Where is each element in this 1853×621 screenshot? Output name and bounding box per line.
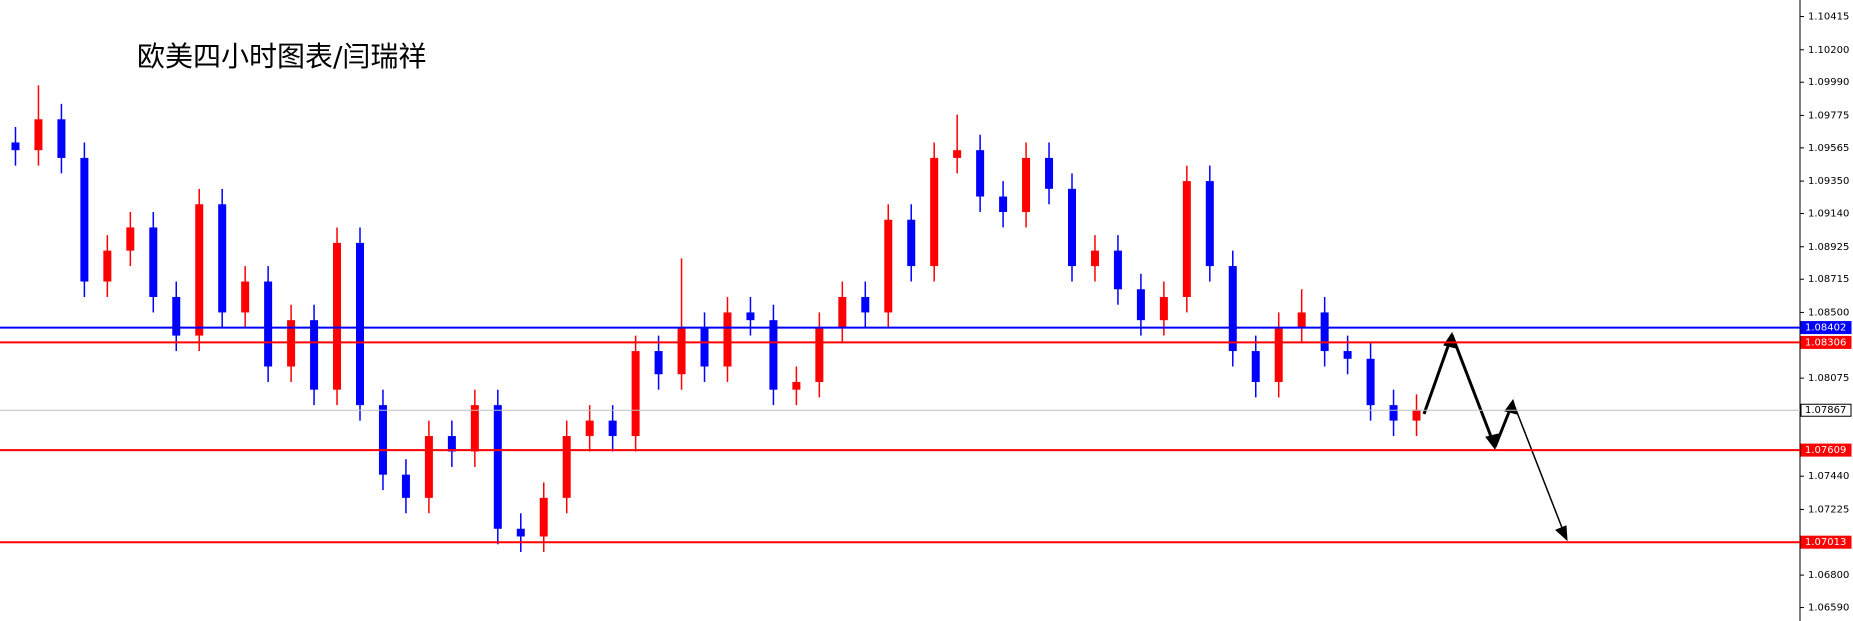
candle-body	[80, 157, 89, 282]
candle-body	[1159, 296, 1168, 321]
candle-body	[1068, 188, 1076, 267]
candle-body	[1182, 181, 1191, 297]
candle-body	[1389, 405, 1398, 421]
plot	[11, 85, 1421, 552]
candle-body	[1090, 250, 1099, 267]
candle-body	[195, 204, 204, 336]
y-tick-label: 1.07225	[1808, 504, 1849, 515]
candle-body	[838, 296, 847, 328]
candle-body	[1228, 266, 1237, 352]
y-tick-label: 1.09565	[1808, 143, 1849, 154]
level-label: 1.07609	[1805, 445, 1846, 456]
candle-body	[57, 119, 66, 158]
candle-body	[241, 281, 250, 313]
candle-body	[378, 405, 387, 475]
candle-body	[608, 420, 617, 437]
candle-body	[218, 204, 227, 313]
level-label-box	[1800, 335, 1852, 349]
candle-body	[976, 150, 985, 197]
candle-body	[723, 312, 732, 367]
y-tick-label: 1.08500	[1808, 307, 1849, 318]
candle-body	[1113, 250, 1122, 290]
chart-title: 欧美四小时图表/闫瑞祥	[137, 40, 426, 73]
candle-body	[861, 296, 870, 313]
level-label-box	[1800, 443, 1852, 457]
level-label-box	[1800, 403, 1852, 417]
candle-body	[11, 142, 20, 151]
forecast-arrows	[1422, 331, 1568, 542]
candle-body	[493, 405, 502, 529]
candle-body	[1366, 358, 1375, 406]
candle-body	[103, 250, 112, 282]
candle-body	[172, 296, 181, 336]
candle-body	[424, 436, 433, 498]
candle-body	[126, 227, 135, 251]
candle-body	[769, 320, 778, 390]
candle-body	[447, 436, 456, 452]
y-tick-label: 1.06800	[1808, 570, 1849, 581]
candle-body	[815, 327, 824, 382]
y-tick-label: 1.10200	[1808, 45, 1849, 56]
candle-body	[1343, 351, 1352, 359]
y-tick-label: 1.09775	[1808, 110, 1849, 121]
candle-body	[34, 119, 43, 151]
candle-body	[539, 497, 548, 537]
candle-body	[1320, 312, 1329, 352]
candle-body	[1045, 157, 1054, 189]
candle-body	[333, 242, 342, 390]
candle-body	[264, 281, 273, 367]
candle-body	[585, 420, 594, 437]
y-tick-label: 1.08925	[1808, 242, 1849, 253]
candle-body	[470, 405, 479, 452]
candle-body	[1205, 181, 1214, 267]
candle-body	[310, 320, 319, 390]
candle-body	[677, 327, 686, 375]
candle-body	[1274, 327, 1283, 382]
candle-body	[149, 227, 158, 297]
candle-body	[1412, 409, 1421, 421]
candle-body	[907, 219, 916, 267]
y-tick-label: 1.08075	[1808, 373, 1849, 384]
level-label: 1.08402	[1805, 323, 1846, 334]
candle-body	[999, 196, 1008, 212]
candle-body	[792, 381, 801, 390]
y-tick-label: 1.06590	[1808, 603, 1849, 614]
candle-body	[1022, 157, 1031, 212]
candle-body	[401, 474, 410, 498]
candle-body	[1136, 289, 1145, 321]
y-tick-label: 1.10415	[1808, 12, 1849, 23]
candle-body	[654, 351, 663, 375]
candle-body	[953, 150, 962, 158]
level-label-box	[1800, 321, 1852, 335]
candle-body	[516, 528, 525, 537]
candle-body	[1297, 312, 1306, 328]
candle-body	[700, 327, 709, 367]
y-tick-label: 1.09990	[1808, 77, 1849, 88]
y-tick-label: 1.08715	[1808, 274, 1849, 285]
candle-body	[631, 351, 640, 437]
level-label: 1.08306	[1805, 337, 1846, 348]
candle-body	[930, 157, 939, 267]
y-tick-label: 1.07440	[1808, 471, 1849, 482]
candle-body	[746, 312, 755, 321]
candle-body	[884, 219, 893, 313]
level-label: 1.07867	[1805, 405, 1846, 416]
y-tick-label: 1.09140	[1808, 209, 1849, 220]
candle-body	[562, 436, 571, 498]
candle-body	[1251, 351, 1260, 382]
y-tick-label: 1.09350	[1808, 176, 1849, 187]
level-label: 1.07013	[1805, 537, 1846, 548]
level-label-box	[1800, 535, 1852, 549]
candle-body	[356, 242, 364, 406]
